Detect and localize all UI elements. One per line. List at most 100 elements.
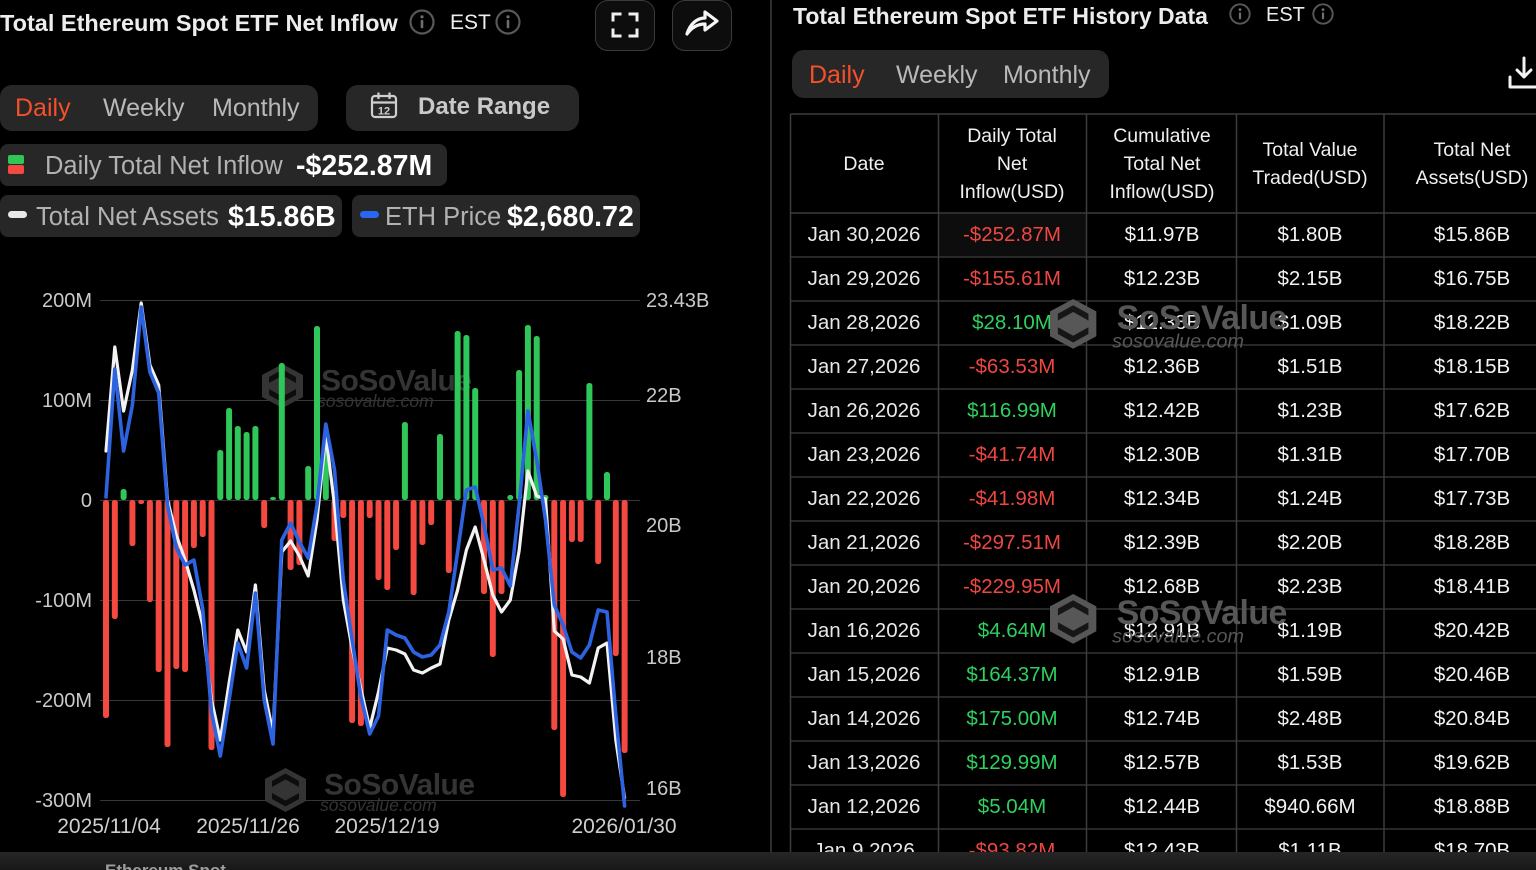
svg-text:Jan 21,2026: Jan 21,2026 xyxy=(808,531,921,554)
svg-text:$18.88B: $18.88B xyxy=(1434,795,1510,818)
svg-text:$12.39B: $12.39B xyxy=(1124,531,1200,554)
svg-text:Inflow(USD): Inflow(USD) xyxy=(959,181,1064,203)
svg-text:2025/11/04: 2025/11/04 xyxy=(57,815,161,838)
svg-text:$12.34B: $12.34B xyxy=(1124,487,1200,510)
svg-text:$4.64M: $4.64M xyxy=(978,619,1046,642)
svg-text:$20.84B: $20.84B xyxy=(1434,707,1510,730)
svg-text:$116.99M: $116.99M xyxy=(967,399,1057,422)
svg-text:$12.91B: $12.91B xyxy=(1124,619,1200,642)
svg-text:Jan 20,2026: Jan 20,2026 xyxy=(808,575,921,598)
svg-text:12: 12 xyxy=(378,106,390,118)
svg-text:SoSoValue: SoSoValue xyxy=(324,769,475,802)
svg-text:-$229.95M: -$229.95M xyxy=(963,575,1061,598)
svg-text:Jan 15,2026: Jan 15,2026 xyxy=(808,663,921,686)
svg-text:$19.62B: $19.62B xyxy=(1434,751,1510,774)
svg-text:-$41.98M: -$41.98M xyxy=(969,487,1056,510)
svg-text:$940.66M: $940.66M xyxy=(1264,795,1355,818)
svg-text:$12.68B: $12.68B xyxy=(1124,575,1200,598)
svg-text:$129.99M: $129.99M xyxy=(966,751,1057,774)
svg-text:Jan 13,2026: Jan 13,2026 xyxy=(808,751,921,774)
svg-text:2026/01/30: 2026/01/30 xyxy=(571,815,676,838)
svg-text:$20.42B: $20.42B xyxy=(1434,619,1510,642)
svg-text:Jan 12,2026: Jan 12,2026 xyxy=(808,795,921,818)
svg-text:-300M: -300M xyxy=(35,790,92,812)
svg-text:$12.36B: $12.36B xyxy=(1124,355,1200,378)
svg-text:100M: 100M xyxy=(42,390,92,412)
svg-text:-200M: -200M xyxy=(35,690,92,712)
svg-text:$17.73B: $17.73B xyxy=(1434,487,1510,510)
svg-text:$1.80B: $1.80B xyxy=(1278,223,1343,246)
svg-text:$12.57B: $12.57B xyxy=(1124,751,1200,774)
svg-text:Total Value: Total Value xyxy=(1262,139,1357,161)
svg-text:Traded(USD): Traded(USD) xyxy=(1252,167,1367,189)
svg-text:-$41.74M: -$41.74M xyxy=(969,443,1056,466)
svg-text:$1.23B: $1.23B xyxy=(1278,399,1343,422)
svg-text:$12.42B: $12.42B xyxy=(1124,399,1200,422)
svg-text:$164.37M: $164.37M xyxy=(966,663,1057,686)
svg-text:Jan 16,2026: Jan 16,2026 xyxy=(808,619,921,642)
svg-text:$12.38B: $12.38B xyxy=(1124,311,1200,334)
svg-text:Assets(USD): Assets(USD) xyxy=(1416,167,1529,189)
svg-text:$2.15B: $2.15B xyxy=(1278,267,1343,290)
svg-text:SoSoValue: SoSoValue xyxy=(321,365,472,398)
svg-text:18B: 18B xyxy=(646,647,682,669)
svg-text:$18.28B: $18.28B xyxy=(1434,531,1510,554)
svg-text:SoSoValue: SoSoValue xyxy=(1117,299,1287,337)
svg-text:20B: 20B xyxy=(646,515,682,537)
svg-text:$1.24B: $1.24B xyxy=(1278,487,1343,510)
svg-text:0: 0 xyxy=(81,490,92,512)
svg-text:$20.46B: $20.46B xyxy=(1434,663,1510,686)
svg-text:$5.04M: $5.04M xyxy=(978,795,1046,818)
svg-text:sosovalue.com: sosovalue.com xyxy=(317,391,434,411)
svg-text:2025/12/19: 2025/12/19 xyxy=(334,815,439,838)
svg-text:$18.15B: $18.15B xyxy=(1434,355,1510,378)
svg-text:$12.91B: $12.91B xyxy=(1124,663,1200,686)
svg-text:$12.74B: $12.74B xyxy=(1124,707,1200,730)
svg-text:$12.23B: $12.23B xyxy=(1124,267,1200,290)
svg-text:$12.44B: $12.44B xyxy=(1124,795,1200,818)
svg-text:Total Net: Total Net xyxy=(1434,139,1512,161)
svg-text:-100M: -100M xyxy=(35,590,92,612)
svg-text:Total Net: Total Net xyxy=(1124,153,1202,175)
svg-text:Cumulative: Cumulative xyxy=(1113,125,1211,147)
svg-text:$18.22B: $18.22B xyxy=(1434,311,1510,334)
svg-text:$18.41B: $18.41B xyxy=(1434,575,1510,598)
svg-text:Jan 29,2026: Jan 29,2026 xyxy=(808,267,921,290)
svg-text:$175.00M: $175.00M xyxy=(966,707,1057,730)
svg-text:sosovalue.com: sosovalue.com xyxy=(320,795,437,815)
svg-text:$1.09B: $1.09B xyxy=(1278,311,1343,334)
svg-text:-$155.61M: -$155.61M xyxy=(963,267,1061,290)
svg-text:Jan 22,2026: Jan 22,2026 xyxy=(808,487,921,510)
svg-text:Jan 23,2026: Jan 23,2026 xyxy=(808,443,921,466)
svg-text:23.43B: 23.43B xyxy=(646,290,709,312)
svg-text:Jan 26,2026: Jan 26,2026 xyxy=(808,399,921,422)
svg-text:$1.53B: $1.53B xyxy=(1278,751,1343,774)
svg-text:$2.48B: $2.48B xyxy=(1278,707,1343,730)
svg-text:$15.86B: $15.86B xyxy=(1434,223,1510,246)
svg-text:2025/11/26: 2025/11/26 xyxy=(196,815,300,838)
svg-text:22B: 22B xyxy=(646,385,682,407)
svg-text:$16.75B: $16.75B xyxy=(1434,267,1510,290)
svg-text:$12.30B: $12.30B xyxy=(1124,443,1200,466)
svg-text:$17.70B: $17.70B xyxy=(1434,443,1510,466)
svg-text:Date: Date xyxy=(843,153,884,175)
svg-text:Jan 27,2026: Jan 27,2026 xyxy=(808,355,921,378)
svg-text:$28.10M: $28.10M xyxy=(972,311,1052,334)
svg-text:16B: 16B xyxy=(646,778,682,800)
svg-text:200M: 200M xyxy=(42,290,92,312)
svg-text:sosovalue.com: sosovalue.com xyxy=(1112,626,1244,648)
svg-text:$17.62B: $17.62B xyxy=(1434,399,1510,422)
svg-text:-$63.53M: -$63.53M xyxy=(969,355,1056,378)
svg-text:-$252.87M: -$252.87M xyxy=(963,223,1061,246)
svg-text:$2.20B: $2.20B xyxy=(1278,531,1343,554)
svg-text:sosovalue.com: sosovalue.com xyxy=(1112,331,1244,353)
svg-text:$1.19B: $1.19B xyxy=(1278,619,1343,642)
svg-text:$1.59B: $1.59B xyxy=(1278,663,1343,686)
svg-text:Daily Total: Daily Total xyxy=(967,125,1057,147)
svg-text:SoSoValue: SoSoValue xyxy=(1117,594,1287,632)
svg-text:Jan 28,2026: Jan 28,2026 xyxy=(808,311,921,334)
svg-text:$2.23B: $2.23B xyxy=(1278,575,1343,598)
svg-text:-$297.51M: -$297.51M xyxy=(963,531,1061,554)
svg-text:Inflow(USD): Inflow(USD) xyxy=(1109,181,1214,203)
svg-text:$1.31B: $1.31B xyxy=(1278,443,1343,466)
